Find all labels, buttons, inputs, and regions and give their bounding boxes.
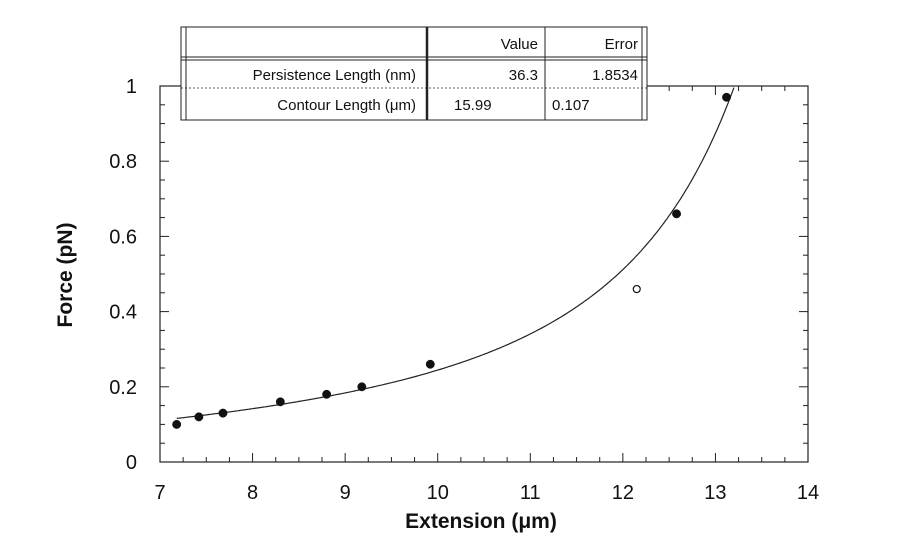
table-border [180,26,648,121]
data-point [275,397,285,407]
results-table: Value Error Persistence Length (nm) 36.3… [180,26,648,121]
y-tick-label: 0 [126,452,137,474]
table-row-contour-error: 0.107 [552,97,590,114]
data-point [172,419,182,429]
fit-curve [176,87,735,419]
x-tick-label: 14 [797,482,819,504]
table-row-contour-value: 15.99 [454,97,492,114]
x-tick-label: 12 [612,482,634,504]
y-tick-label: 0.4 [109,302,137,324]
x-axis-title: Extension (μm) [405,510,557,533]
data-points [172,92,731,429]
tick-labels: 7 8 9 10 11 12 13 14 0 0.2 0.4 0.6 0.8 1 [109,76,819,504]
data-point [672,209,681,219]
x-tick-label: 13 [704,482,726,504]
x-tick-label: 9 [340,482,351,504]
table-header-error: Error [605,36,638,53]
data-point [218,408,228,418]
table-row-persistence-value: 36.3 [509,67,538,84]
y-tick-label: 0.2 [109,377,137,399]
data-point [194,412,204,422]
data-point [357,382,367,392]
x-tick-label: 11 [520,482,541,504]
data-point [722,92,731,102]
x-tick-label: 8 [247,482,258,504]
table-row-persistence-error: 1.8534 [592,67,638,84]
data-point [425,359,435,369]
y-axis-title: Force (pN) [54,223,77,328]
y-tick-label: 1 [126,76,137,98]
y-tick-label: 0.8 [109,151,137,173]
table-header-value: Value [501,36,538,53]
x-tick-label: 7 [154,482,165,504]
y-tick-label: 0.6 [109,226,137,248]
table-row-contour-label: Contour Length (μm) [277,97,416,114]
table-row-persistence-label: Persistence Length (nm) [253,67,416,84]
data-point [322,389,332,399]
x-tick-label: 10 [427,482,449,504]
data-point-open [632,284,641,294]
